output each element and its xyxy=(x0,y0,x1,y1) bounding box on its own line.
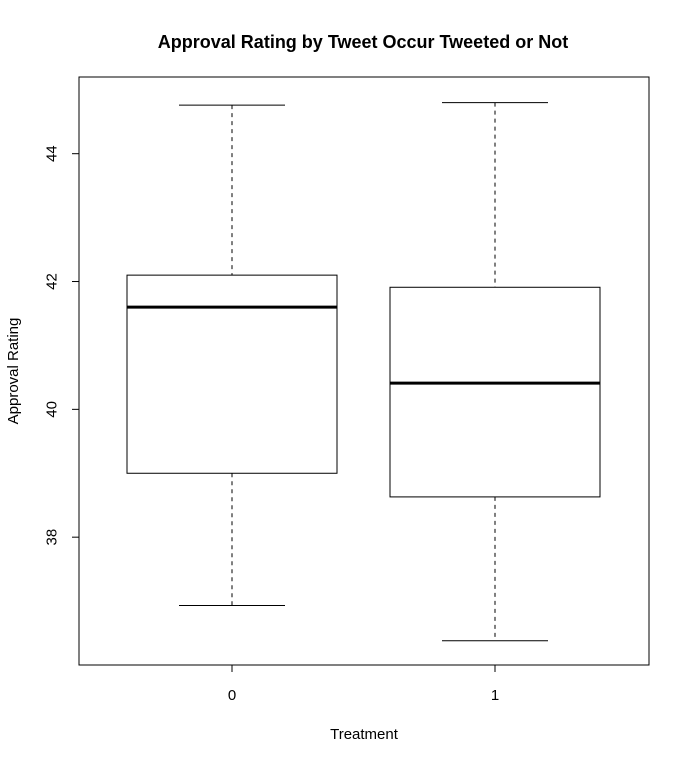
x-axis-label: Treatment xyxy=(330,726,399,743)
x-tick-label: 0 xyxy=(228,687,236,704)
y-axis: 38 40 42 44 xyxy=(43,145,79,546)
plot-frame xyxy=(78,76,650,666)
y-axis-label: Approval Rating xyxy=(5,318,22,425)
x-tick-label: 1 xyxy=(491,687,499,704)
boxes xyxy=(126,102,601,642)
y-tick-label: 40 xyxy=(43,401,60,418)
box-1 xyxy=(389,102,601,642)
y-tick-label: 42 xyxy=(43,273,60,290)
y-tick-label: 38 xyxy=(43,529,60,546)
iqr-box xyxy=(126,274,338,474)
iqr-box xyxy=(389,286,601,498)
y-tick-label: 44 xyxy=(43,145,60,162)
box-0 xyxy=(126,104,338,607)
chart-title: Approval Rating by Tweet Occur Tweeted o… xyxy=(158,32,568,52)
